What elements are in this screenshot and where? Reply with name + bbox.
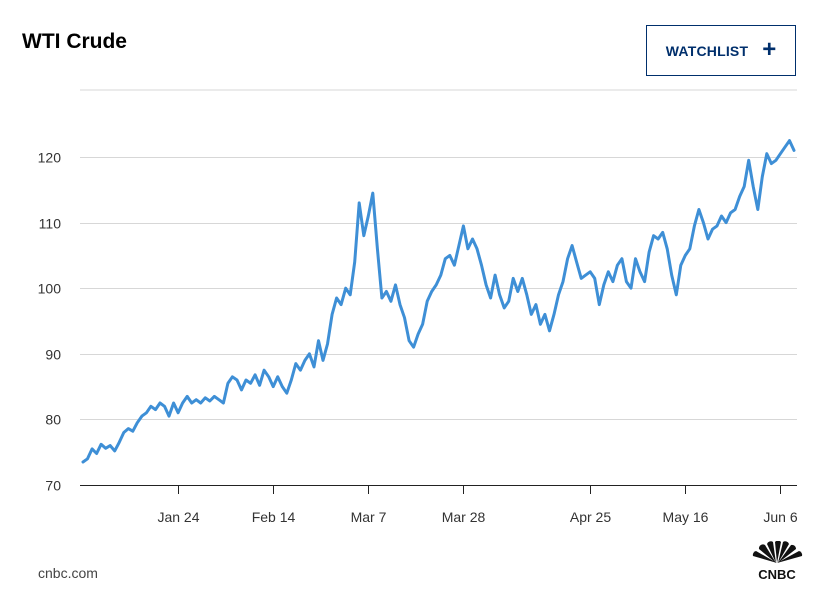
y-tick-label: 100 xyxy=(38,281,62,297)
x-tick-label: Apr 25 xyxy=(570,509,611,525)
x-tick-label: Feb 14 xyxy=(252,509,296,525)
watchlist-label: WATCHLIST xyxy=(665,42,749,59)
price-line xyxy=(81,139,796,464)
logo-wordmark: CNBC xyxy=(758,567,796,582)
x-tick-label: Jan 24 xyxy=(157,509,199,525)
y-tick-label: 120 xyxy=(38,150,62,166)
grid-lines xyxy=(80,89,797,420)
plus-icon: + xyxy=(762,35,777,63)
y-tick-label: 70 xyxy=(45,478,61,494)
source-label: cnbc.com xyxy=(38,565,98,581)
y-axis: 70 80 90 100 110 120 xyxy=(38,150,62,494)
watchlist-button[interactable]: WATCHLIST + xyxy=(646,25,796,76)
y-tick-label: 110 xyxy=(39,216,62,232)
x-tick-label: Mar 7 xyxy=(351,509,387,525)
page-title: WTI Crude xyxy=(22,30,127,53)
x-axis xyxy=(80,485,797,494)
cnbc-peacock-logo: CNBC xyxy=(752,541,803,582)
x-tick-labels: Jan 24 Feb 14 Mar 7 Mar 28 Apr 25 May 16 Jun 6 xyxy=(157,509,797,525)
y-tick-label: 80 xyxy=(45,412,61,428)
x-tick-label: Mar 28 xyxy=(442,509,486,525)
x-tick-label: Jun 6 xyxy=(763,509,797,525)
y-tick-label: 90 xyxy=(45,347,61,363)
x-tick-label: May 16 xyxy=(663,509,709,525)
